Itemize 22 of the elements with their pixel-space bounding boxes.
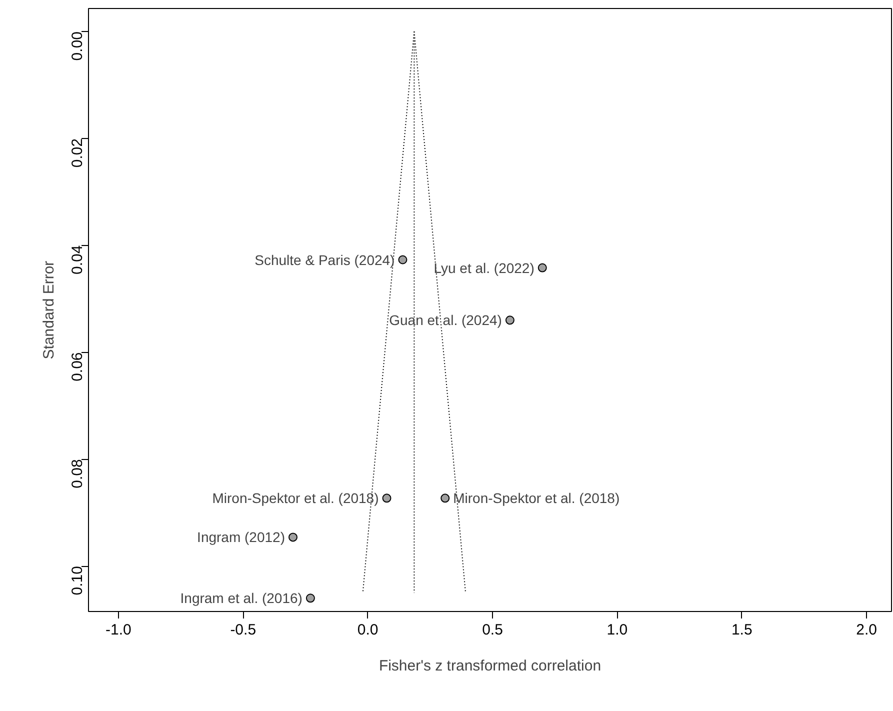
annotation: Guan et al. (2024) <box>389 312 502 328</box>
x-tick-label: 2.0 <box>856 622 877 638</box>
annotation: Lyu et al. (2022) <box>434 260 534 276</box>
x-tick-label: 1.5 <box>731 622 752 638</box>
y-tick-label: 0.04 <box>69 245 86 275</box>
x-tick-label: 0.0 <box>357 622 378 638</box>
x-tick-label: -0.5 <box>230 622 256 638</box>
y-tick-label: 0.02 <box>69 138 86 168</box>
annotation: Ingram et al. (2016) <box>180 590 302 606</box>
x-tick-label: 1.0 <box>606 622 628 638</box>
y-tick-label: 0.10 <box>69 566 86 596</box>
annotation: Ingram (2012) <box>197 529 285 546</box>
y-tick-label: 0.00 <box>69 31 86 61</box>
x-tick-label: 0.5 <box>482 622 503 638</box>
annotation: Miron-Spektor et al. (2018) <box>212 490 379 506</box>
x-tick-label: -1.0 <box>106 622 132 638</box>
y-tick-label: 0.08 <box>69 459 86 488</box>
x-axis-title: Fisher's z transformed correlation <box>378 658 602 674</box>
annotation: Schulte & Paris (2024) <box>254 252 395 268</box>
annotation: Miron-Spektor et al. (2018) <box>453 490 620 506</box>
y-axis-title: Standard Error <box>40 260 58 360</box>
y-tick-label: 0.06 <box>69 352 86 382</box>
